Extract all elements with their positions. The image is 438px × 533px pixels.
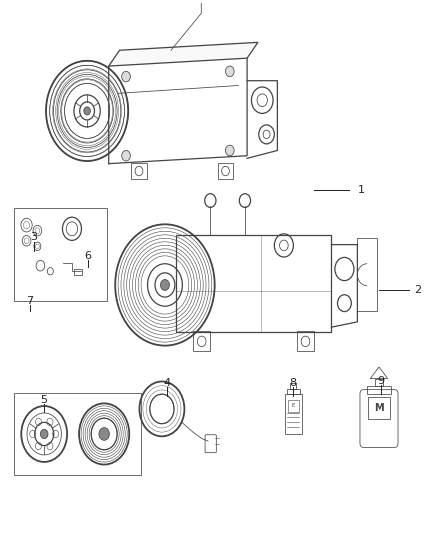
Bar [357, 238, 377, 311]
Bar [297, 332, 314, 351]
Text: 4: 4 [163, 377, 171, 387]
Text: 7: 7 [26, 296, 33, 306]
Text: 3: 3 [30, 232, 37, 243]
Polygon shape [109, 42, 258, 66]
Text: 2: 2 [414, 285, 421, 295]
Bar [193, 332, 210, 351]
Bar [14, 208, 106, 301]
Circle shape [226, 66, 234, 77]
Text: M: M [374, 403, 384, 414]
Bar [287, 389, 300, 394]
Text: 9: 9 [378, 376, 385, 386]
Bar [288, 400, 299, 411]
Bar [14, 393, 141, 475]
Text: 8: 8 [289, 377, 296, 387]
Bar [367, 386, 391, 394]
Bar [374, 378, 383, 386]
Bar [368, 397, 390, 419]
Circle shape [160, 279, 170, 290]
Text: 5: 5 [40, 395, 47, 405]
Bar [285, 394, 302, 434]
Text: 6: 6 [85, 251, 92, 261]
Circle shape [122, 71, 131, 82]
Circle shape [99, 427, 110, 440]
Circle shape [122, 150, 131, 161]
Bar [176, 235, 332, 333]
Circle shape [226, 145, 234, 156]
Bar [218, 163, 233, 180]
Bar [131, 163, 147, 180]
Circle shape [84, 107, 90, 115]
Bar [74, 269, 82, 276]
Text: 1: 1 [358, 185, 365, 195]
Circle shape [40, 429, 48, 439]
Text: E: E [292, 403, 295, 408]
Bar [290, 383, 297, 389]
